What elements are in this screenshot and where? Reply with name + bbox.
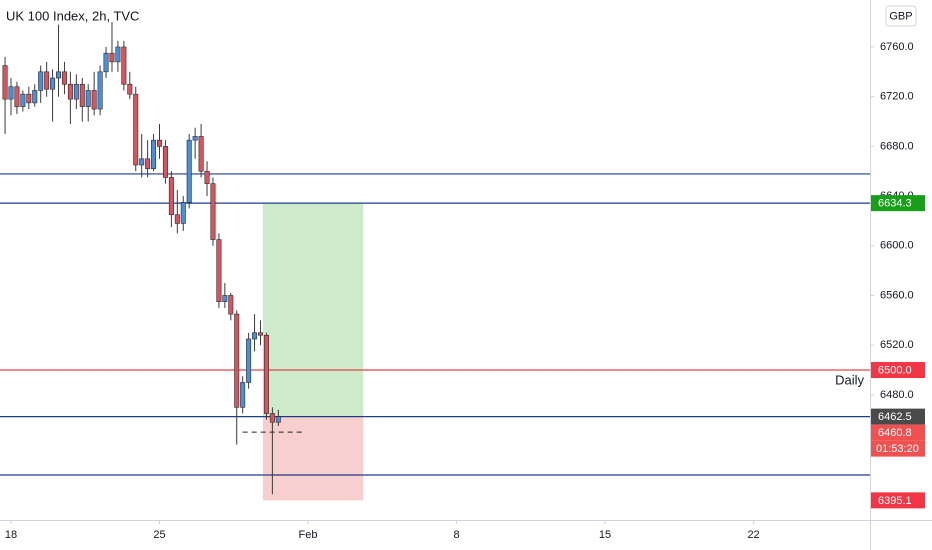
y-tick-label: 6520.0 xyxy=(880,339,914,351)
candle-body xyxy=(186,139,192,203)
candle-body xyxy=(269,413,275,423)
candle-body xyxy=(32,90,38,104)
y-tick-label: 6720.0 xyxy=(880,91,914,103)
chart-title: UK 100 Index, 2h, TVC xyxy=(6,8,139,23)
candle-body xyxy=(246,338,252,383)
x-tick-label: 22 xyxy=(747,529,759,541)
y-tick-label: 6680.0 xyxy=(880,140,914,152)
y-tick-label: 6560.0 xyxy=(880,289,914,301)
candle-body xyxy=(204,170,210,184)
price-label-box xyxy=(871,492,925,509)
candle-body xyxy=(14,86,20,107)
countdown: 01:53:20 xyxy=(876,443,919,455)
candle-body xyxy=(97,71,103,110)
candle-body xyxy=(192,136,198,141)
candle-body xyxy=(216,239,222,302)
candle-body xyxy=(79,83,85,107)
currency-label[interactable]: GBP xyxy=(889,10,912,22)
candle-body xyxy=(228,295,234,315)
candle-body xyxy=(240,382,246,408)
candle-body xyxy=(168,177,174,216)
x-tick-label: 8 xyxy=(453,529,459,541)
candle-body xyxy=(67,83,73,100)
x-tick-label: 25 xyxy=(153,529,165,541)
candle-body xyxy=(180,201,186,224)
price-label: 6500.0 xyxy=(878,364,912,376)
candle-body xyxy=(2,65,8,100)
price-label-box xyxy=(871,362,925,379)
candle-body xyxy=(133,93,139,166)
plot-area: Daily xyxy=(0,22,870,501)
stop-zone xyxy=(262,416,364,501)
candle-body xyxy=(61,71,67,85)
candle-body xyxy=(26,93,32,104)
price-label-box xyxy=(871,424,925,441)
candle-body xyxy=(145,158,151,170)
price-label-box xyxy=(871,408,925,425)
candle-body xyxy=(56,71,62,79)
countdown-box xyxy=(871,440,925,457)
candle-body xyxy=(20,93,26,107)
candle-body xyxy=(139,158,145,166)
candle-body xyxy=(222,295,228,302)
price-label-box xyxy=(871,195,925,212)
candle-body xyxy=(103,52,109,73)
candle-body xyxy=(162,146,168,178)
candle-body xyxy=(127,83,133,95)
x-tick-label: 18 xyxy=(5,529,17,541)
candle-body xyxy=(121,46,127,85)
candle-body xyxy=(157,139,163,147)
candle-body xyxy=(73,83,79,100)
candle-body xyxy=(174,214,180,224)
target-zone xyxy=(262,203,364,417)
y-tick-label: 6760.0 xyxy=(880,41,914,53)
candle-body xyxy=(50,77,56,90)
candle-body xyxy=(115,46,121,63)
candle-body xyxy=(198,136,204,172)
candle-body xyxy=(44,71,50,90)
candle-body xyxy=(85,90,91,107)
candle-body xyxy=(151,139,157,170)
y-tick-label: 6600.0 xyxy=(880,240,914,252)
price-label: 6634.3 xyxy=(878,198,912,210)
y-tick-label: 6480.0 xyxy=(880,389,914,401)
candle-body xyxy=(234,313,240,408)
candle-body xyxy=(38,71,44,91)
candle-body xyxy=(8,86,14,100)
annotation: Daily xyxy=(835,372,864,387)
price-label: 6460.8 xyxy=(878,427,912,439)
candle-body xyxy=(263,334,269,414)
candle-body xyxy=(257,332,263,336)
price-label: 6462.5 xyxy=(878,411,912,423)
price-label: 6395.1 xyxy=(878,495,912,507)
candle-body xyxy=(252,332,258,340)
currency-button[interactable] xyxy=(885,5,917,27)
candle-body xyxy=(91,90,97,110)
x-tick-label: 15 xyxy=(599,529,611,541)
x-tick-label: Feb xyxy=(299,529,318,541)
candle-body xyxy=(210,183,216,240)
candle-body xyxy=(109,52,115,63)
candle-body xyxy=(275,416,281,423)
